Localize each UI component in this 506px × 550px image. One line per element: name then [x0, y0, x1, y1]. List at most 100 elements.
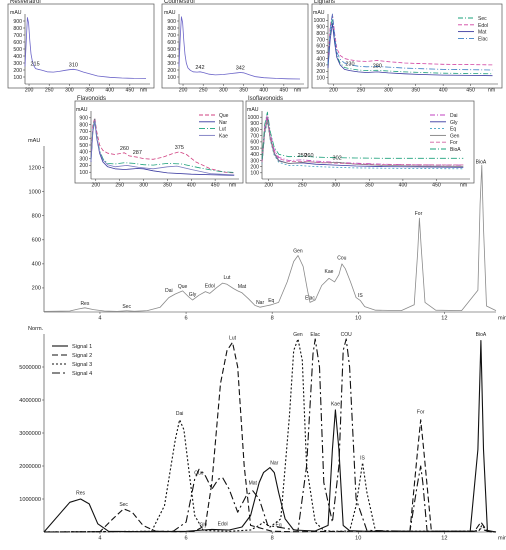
y-tick-label: 500: [79, 143, 88, 149]
x-axis-label: min: [498, 316, 506, 322]
y-tick-label: 1000: [313, 18, 325, 24]
series-line-1: [24, 17, 147, 79]
series-line-kae: [90, 120, 235, 176]
series-line-signal-3: [43, 338, 497, 533]
panel-title: Resveratrol: [10, 0, 41, 5]
y-tick-label: 400: [250, 152, 259, 158]
x-tick-label: 250: [115, 183, 124, 189]
y-tick-label: 100: [250, 171, 259, 177]
y-tick-label: 300: [13, 61, 22, 67]
x-tick-label: 300: [331, 183, 340, 189]
y-tick-label: 600: [32, 238, 41, 244]
y-tick-label: 500: [316, 50, 325, 56]
x-tick-label: 10: [355, 316, 361, 322]
y-tick-label: 200: [79, 163, 88, 169]
y-tick-label: 400: [167, 54, 176, 60]
series-line-1: [178, 16, 301, 80]
y-tick-label: 1000000: [19, 497, 41, 503]
y-axis-label: mAU: [247, 107, 259, 113]
y-tick-label: 700: [316, 37, 325, 43]
legend-label: BioA: [450, 147, 461, 153]
peak-label: For: [415, 211, 423, 217]
wavelength-annotation: 242: [195, 65, 204, 71]
y-axis-label: mAU: [164, 10, 176, 16]
peak-label: Kae: [325, 269, 334, 275]
series-line-edol: [327, 13, 493, 66]
x-tick-label: 200: [179, 88, 188, 94]
x-tick-label: 400: [259, 88, 268, 94]
peak-label: Dai: [165, 288, 173, 294]
legend-label: Signal 2: [72, 353, 92, 359]
x-tick-label: 6: [184, 536, 187, 542]
series-line-signal-2: [43, 341, 497, 533]
y-tick-label: 300: [167, 61, 176, 67]
peak-label: Edol: [218, 522, 228, 528]
x-tick-label: 8: [271, 316, 274, 322]
peak-label: Elac: [305, 295, 315, 301]
peak-label: Eq: [276, 522, 282, 528]
peak-label: Res: [76, 490, 85, 496]
y-tick-label: 400: [32, 262, 41, 268]
x-tick-label: 450: [432, 183, 441, 189]
chart-4: Flavonoids100200300400500600700800900200…: [74, 96, 244, 189]
wavelength-annotation: 310: [69, 62, 78, 68]
y-tick-label: 1200: [29, 165, 41, 171]
peak-label: Sec: [122, 304, 131, 310]
x-tick-label: 450: [280, 88, 289, 94]
x-tick-label: 4: [98, 316, 101, 322]
x-tick-label: 450: [466, 88, 475, 94]
legend-label: Que: [219, 113, 229, 119]
y-tick-label: 800: [32, 214, 41, 220]
y-tick-label: 200: [13, 68, 22, 74]
y-tick-label: 200: [250, 164, 259, 170]
x-tick-label: 250: [45, 88, 54, 94]
panel-title: Isoflavonoids: [248, 96, 283, 102]
series-line-lut: [90, 118, 235, 173]
wavelength-annotation: 375: [175, 145, 184, 151]
y-tick-label: 600: [167, 40, 176, 46]
series-line-bioa: [261, 111, 464, 160]
y-tick-label: 600: [79, 136, 88, 142]
y-tick-label: 800: [250, 127, 259, 133]
x-tick-label: 300: [219, 88, 228, 94]
y-tick-label: 4000000: [19, 398, 41, 404]
y-tick-label: 900: [13, 19, 22, 25]
series-line-for: [261, 116, 464, 166]
legend-label: Signal 4: [72, 371, 92, 377]
legend-label: Signal 1: [72, 344, 92, 350]
x-tick-label: 8: [271, 536, 274, 542]
peak-label: Res: [80, 301, 89, 307]
x-tick-label: 350: [239, 88, 248, 94]
y-tick-label: 5000000: [19, 365, 41, 371]
x-tick-label: 200: [25, 88, 34, 94]
series-line-signal-4: [43, 338, 497, 533]
y-tick-label: 300: [79, 156, 88, 162]
legend-label: Gen: [450, 133, 460, 139]
wavelength-annotation: 215: [30, 62, 39, 68]
y-tick-label: 800: [167, 26, 176, 32]
y-tick-label: 800: [79, 122, 88, 128]
peak-label: For: [417, 410, 425, 416]
chart-5: Isoflavonoids100200300400500600700800900…: [245, 96, 475, 189]
chart-6: 200 400 600 800 1000 1200 4 6 8 10 12 mAU min Res Sec D…: [28, 138, 506, 322]
x-axis-label: min: [498, 536, 506, 542]
wavelength-annotation: 302: [333, 155, 342, 161]
legend-label: Signal 3: [72, 362, 92, 368]
y-tick-label: 2000000: [19, 464, 41, 470]
x-tick-label: 350: [85, 88, 94, 94]
peak-label: Gly: [189, 292, 197, 298]
y-tick-label: 500: [250, 146, 259, 152]
y-tick-label: 900: [167, 19, 176, 25]
legend-label: Nar: [219, 120, 227, 126]
y-axis-label: mAU: [76, 107, 88, 113]
x-axis-label: nm: [140, 88, 147, 94]
y-tick-label: 600: [316, 44, 325, 50]
x-tick-label: 400: [399, 183, 408, 189]
y-tick-label: 400: [13, 54, 22, 60]
peak-label: Lut: [223, 275, 231, 281]
series-line-1: [43, 164, 497, 312]
wavelength-annotation: 260: [120, 146, 129, 152]
x-tick-label: 250: [298, 183, 307, 189]
wavelength-annotation: 250: [298, 153, 307, 159]
